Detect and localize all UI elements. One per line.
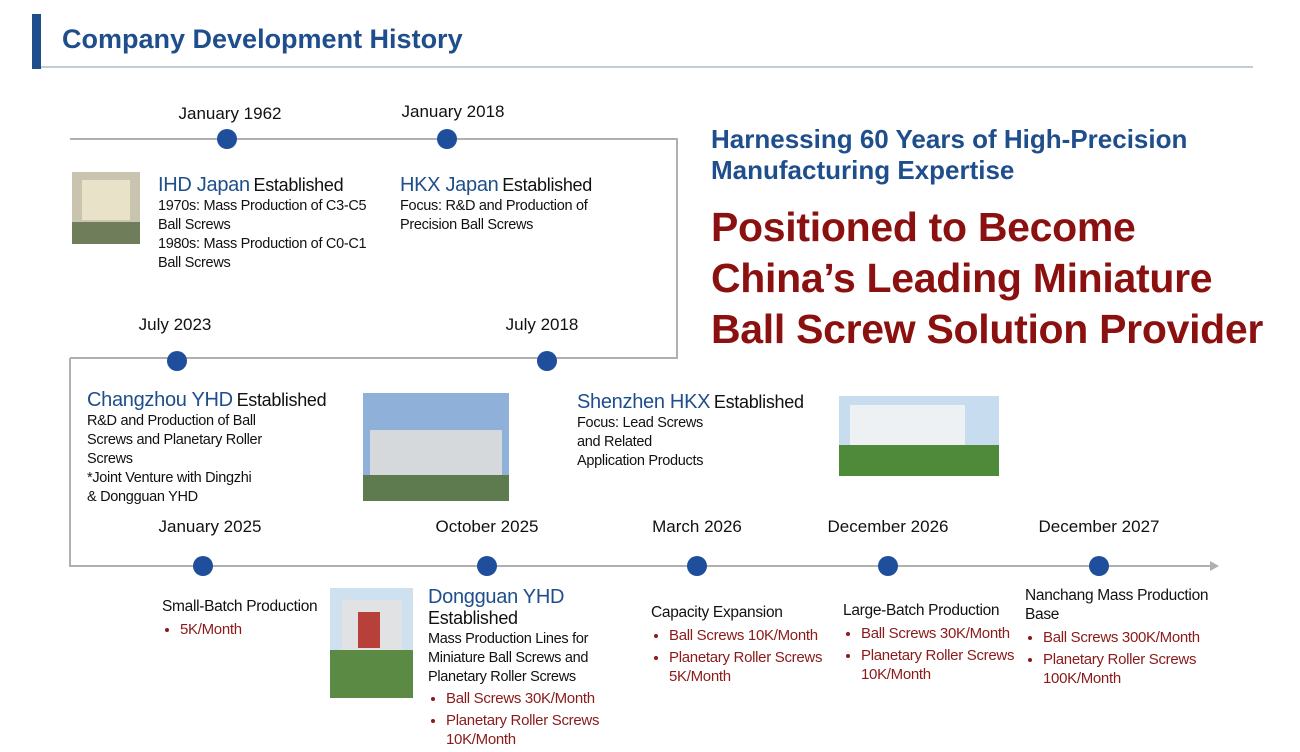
timeline-track [70, 138, 678, 359]
description-line: Precision Ball Screws [400, 217, 534, 233]
milestone-heading: IHD Japan Established [158, 174, 393, 197]
capacity-item: Ball Screws 30K/Month [861, 624, 1023, 643]
milestone-dot [537, 351, 557, 371]
subtitle-line: Manufacturing Expertise [711, 155, 1015, 185]
milestone-heading: Nanchang Mass Production Base [1025, 587, 1209, 623]
milestone-block: Large-Batch Production Ball Screws 30K/Mo… [843, 601, 1023, 687]
milestone-dot [687, 556, 707, 576]
milestone-date: January 2025 [158, 517, 262, 536]
timeline-arrow [1210, 561, 1219, 571]
timeline-graphics [32, 14, 1253, 698]
capacity-item: Ball Screws 10K/Month [669, 626, 831, 645]
description-line: *Joint Venture with Dingzhi [87, 470, 252, 486]
milestone-dot [437, 129, 457, 149]
status: Established [428, 608, 518, 628]
capacity-item: Ball Screws 300K/Month [1043, 628, 1215, 647]
milestone-block: Nanchang Mass Production Base Ball Screws… [1025, 586, 1215, 691]
description-line: Ball Screws [158, 255, 231, 271]
description-line: Planetary Roller Screws [428, 669, 576, 685]
description-line: 1970s: Mass Production of C3-C5 [158, 198, 367, 214]
milestone-dot [878, 556, 898, 576]
milestone-block: Shenzhen HKX Established Focus: Lead Scre… [577, 391, 837, 471]
description-line: Focus: R&D and Production of [400, 198, 588, 214]
status: Established [253, 175, 344, 195]
milestone-block: Capacity Expansion Ball Screws 10K/Month P… [651, 603, 831, 689]
headline-statement: Positioned to Become China’s Leading Mini… [711, 202, 1263, 355]
milestone-heading: Large-Batch Production [843, 602, 1000, 619]
statement-line: China’s Leading Miniature [711, 255, 1213, 301]
company-name: Changzhou YHD [87, 389, 233, 411]
milestone-block: IHD Japan Established 1970s: Mass Product… [158, 174, 393, 273]
page-title: Company Development History [62, 24, 463, 54]
subtitle-line: Harnessing 60 Years of High-Precision [711, 124, 1188, 154]
description-line: Focus: Lead Screws [577, 415, 703, 431]
milestone-heading: Dongguan YHD Established [428, 586, 643, 630]
milestone-block: Small-Batch Production 5K/Month [162, 597, 342, 642]
title-bar [32, 14, 41, 69]
description-line: & Dongguan YHD [87, 489, 198, 505]
capacity-item: Ball Screws 30K/Month [446, 689, 643, 708]
timeline-track [69, 358, 1210, 567]
capacity-list: Ball Screws 300K/Month Planetary Roller S… [1025, 628, 1215, 688]
company-name: Dongguan YHD [428, 586, 565, 608]
milestone-heading: Capacity Expansion [651, 604, 783, 621]
slide: Company Development History Harnessing 6… [0, 0, 1300, 732]
milestone-date: January 2018 [401, 102, 505, 121]
status: Established [502, 175, 592, 195]
description-line: Ball Screws [158, 217, 231, 233]
milestone-date: December 2027 [1038, 517, 1160, 536]
milestone-date: July 2023 [138, 315, 212, 334]
description-line: and Related [577, 434, 652, 450]
description-line: R&D and Production of Ball [87, 413, 256, 429]
photo [330, 588, 413, 698]
capacity-item: 5K/Month [180, 620, 342, 639]
capacity-item: Planetary Roller Screws 10K/Month [861, 646, 1023, 684]
statement-line: Ball Screw Solution Provider [711, 306, 1264, 352]
photo [72, 172, 140, 244]
description-line: 1980s: Mass Production of C0-C1 [158, 236, 367, 252]
milestone-heading: HKX Japan Established [400, 174, 625, 197]
capacity-list: Ball Screws 30K/Month Planetary Roller Sc… [428, 689, 643, 749]
description-line: Application Products [577, 453, 704, 469]
capacity-list: 5K/Month [162, 620, 342, 639]
milestone-heading: Small-Batch Production [162, 598, 318, 615]
description-line: Mass Production Lines for [428, 631, 589, 647]
description-line: Screws and Planetary Roller [87, 432, 262, 448]
milestone-date: December 2026 [827, 517, 949, 536]
status: Established [236, 390, 327, 410]
photo [839, 396, 999, 476]
milestone-heading: Shenzhen HKX Established [577, 391, 837, 414]
company-name: HKX Japan [400, 174, 499, 196]
milestone-block: Changzhou YHD Established R&D and Product… [87, 389, 357, 507]
status: Established [713, 392, 804, 412]
milestone-dot [1089, 556, 1109, 576]
milestone-dot [193, 556, 213, 576]
company-name: IHD Japan [158, 174, 250, 196]
milestone-date: January 1962 [178, 104, 282, 123]
milestone-date: July 2018 [505, 315, 579, 334]
company-name: Shenzhen HKX [577, 391, 711, 413]
milestone-heading: Changzhou YHD Established [87, 389, 357, 412]
headline-subtitle: Harnessing 60 Years of High-Precision Man… [711, 124, 1187, 186]
capacity-item: Planetary Roller Screws 100K/Month [1043, 650, 1215, 688]
milestone-date: March 2026 [652, 517, 742, 536]
milestone-date: October 2025 [435, 517, 539, 536]
milestone-dot [477, 556, 497, 576]
milestone-block: Dongguan YHD Established Mass Production … [428, 586, 643, 752]
photo [363, 393, 509, 501]
description-line: Screws [87, 451, 133, 467]
capacity-list: Ball Screws 30K/Month Planetary Roller Sc… [843, 624, 1023, 684]
milestone-dot [167, 351, 187, 371]
capacity-item: Planetary Roller Screws 5K/Month [669, 648, 831, 686]
milestone-dot [217, 129, 237, 149]
description-line: Miniature Ball Screws and [428, 650, 589, 666]
milestone-block: HKX Japan Established Focus: R&D and Prod… [400, 174, 625, 235]
capacity-item: Planetary Roller Screws 10K/Month [446, 711, 643, 749]
capacity-list: Ball Screws 10K/Month Planetary Roller Sc… [651, 626, 831, 686]
statement-line: Positioned to Become [711, 204, 1136, 250]
